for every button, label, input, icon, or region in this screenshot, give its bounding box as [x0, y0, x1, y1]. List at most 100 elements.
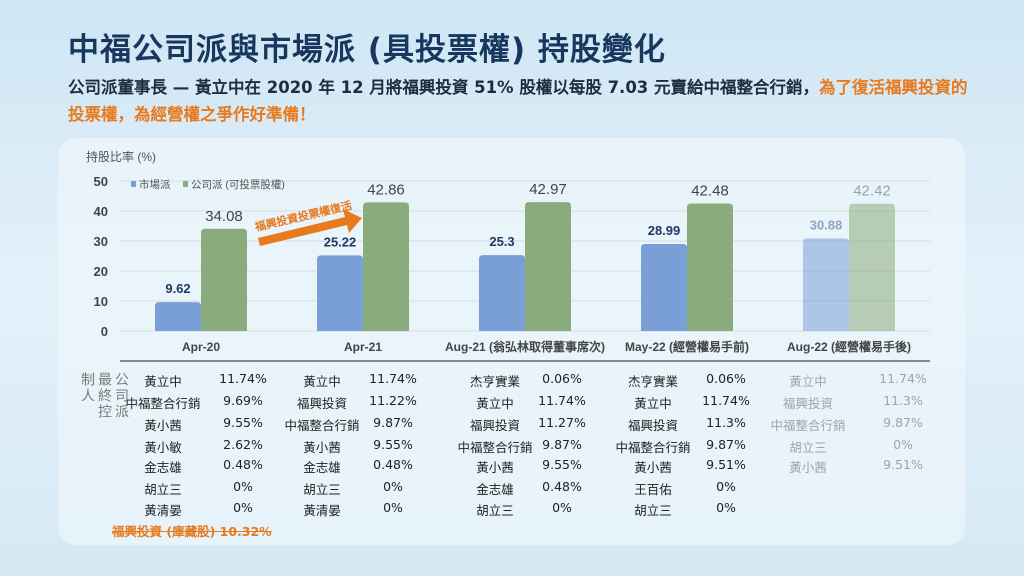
annotation-arrow	[258, 209, 362, 246]
data-label-market: 30.88	[810, 217, 843, 232]
bar-company	[849, 203, 895, 331]
shareholder-name: 福興投資	[469, 418, 521, 433]
x-tick-label: Apr-21	[344, 340, 382, 354]
shareholder-name: 黃小茜	[789, 460, 827, 475]
struck-note: 福興投資 (庫藏股) 10.32%	[112, 524, 272, 539]
shareholder-name: 黃清晏	[144, 503, 182, 518]
shareholder-percent: 11.27%	[538, 415, 586, 430]
bar-company	[525, 202, 571, 331]
y-tick-label: 10	[94, 294, 108, 309]
shareholder-name: 黃立中	[144, 374, 182, 389]
shareholder-name: 胡立三	[789, 440, 827, 455]
data-label-market: 28.99	[648, 223, 681, 238]
x-tick-label: May-22 (經營權易手前)	[625, 339, 749, 354]
shareholder-percent: 0.48%	[223, 457, 263, 472]
y-tick-label: 20	[94, 264, 108, 279]
shareholder-percent: 11.3%	[883, 393, 923, 408]
shareholder-percent: 0%	[716, 500, 736, 515]
shareholder-name: 中福整合行銷	[615, 440, 691, 455]
shareholder-percent: 11.74%	[879, 371, 927, 386]
shareholder-percent: 9.55%	[373, 437, 413, 452]
shareholder-percent: 0%	[383, 479, 403, 494]
shareholder-name: 金志雄	[144, 460, 182, 475]
shareholder-name: 福興投資	[782, 396, 834, 411]
shareholder-name: 中福整合行銷	[770, 418, 846, 433]
data-label-company: 42.97	[529, 181, 567, 198]
legend-swatch-company	[183, 181, 188, 187]
shareholder-name: 黃清晏	[303, 503, 341, 518]
shareholder-percent: 9.87%	[542, 437, 582, 452]
shareholder-name: 黃立中	[303, 374, 341, 389]
shareholder-name: 胡立三	[634, 503, 672, 518]
bar-company	[363, 202, 409, 331]
shareholder-name: 福興投資	[627, 418, 679, 433]
shareholder-percent: 0.48%	[542, 479, 582, 494]
shareholder-percent: 11.74%	[702, 393, 750, 408]
data-label-company: 42.86	[367, 181, 405, 198]
shareholder-percent: 9.55%	[542, 457, 582, 472]
shareholder-name: 杰亨實業	[627, 374, 679, 389]
data-label-company: 34.08	[205, 208, 243, 225]
shareholder-percent: 0%	[233, 479, 253, 494]
shareholder-name: 金志雄	[303, 460, 341, 475]
shareholder-name: 黃小茜	[144, 418, 182, 433]
shareholder-percent: 9.87%	[883, 415, 923, 430]
shareholder-percent: 11.3%	[706, 415, 746, 430]
shareholder-percent: 11.22%	[369, 393, 417, 408]
shareholder-name: 黃小茜	[303, 440, 341, 455]
shareholder-percent: 0%	[893, 437, 913, 452]
shareholder-name: 杰亨實業	[469, 374, 521, 389]
shareholder-percent: 0%	[233, 500, 253, 515]
legend-label-market: 市場派	[139, 178, 171, 191]
shareholder-name: 黃小茜	[476, 460, 514, 475]
shareholder-percent: 9.69%	[223, 393, 263, 408]
shareholder-percent: 0.48%	[373, 457, 413, 472]
y-tick-label: 40	[94, 204, 108, 219]
legend-label-company: 公司派 (可投票股權)	[191, 178, 285, 191]
data-label-company: 42.42	[853, 183, 891, 200]
shareholder-name: 黃小敏	[144, 440, 182, 455]
shareholder-percent: 11.74%	[369, 371, 417, 386]
shareholder-percent: 11.74%	[219, 371, 267, 386]
shareholder-name: 中福整合行銷	[457, 440, 533, 455]
data-label-company: 42.48	[691, 183, 729, 200]
y-tick-label: 0	[101, 324, 108, 339]
shareholder-percent: 0%	[716, 479, 736, 494]
shareholder-name: 福興投資	[296, 396, 348, 411]
shareholder-percent: 0.06%	[542, 371, 582, 386]
page-title: 中福公司派與市場派 (具投票權) 持股變化	[68, 32, 666, 68]
shareholder-percent: 0%	[383, 500, 403, 515]
y-tick-label: 50	[94, 174, 108, 189]
data-label-market: 25.3	[489, 234, 514, 249]
shareholder-name: 黃立中	[476, 396, 514, 411]
shareholder-percent: 9.51%	[883, 457, 923, 472]
shareholder-percent: 0.06%	[706, 371, 746, 386]
shareholder-name: 胡立三	[476, 503, 514, 518]
shareholder-name: 胡立三	[303, 482, 341, 497]
shareholder-percent: 9.87%	[373, 415, 413, 430]
x-tick-label: Apr-20	[182, 340, 220, 354]
subtitle-highlight: 為了復活福興投資的投票權，為經營權之爭作好準備！	[68, 78, 968, 124]
x-tick-label: Aug-22 (經營權易手後)	[787, 339, 911, 354]
shareholder-percent: 9.51%	[706, 457, 746, 472]
bar-market	[641, 244, 687, 331]
legend-swatch-market	[131, 181, 136, 187]
y-axis-label: 持股比率 (%)	[86, 149, 156, 164]
bar-company	[687, 203, 733, 331]
shareholder-percent: 9.87%	[706, 437, 746, 452]
shareholder-percent: 9.55%	[223, 415, 263, 430]
row-label: 公司派最終控制人	[79, 372, 129, 420]
shareholder-percent: 11.74%	[538, 393, 586, 408]
bar-market	[803, 238, 849, 331]
data-label-market: 25.22	[324, 234, 357, 249]
shareholder-name: 中福整合行銷	[125, 396, 201, 411]
shareholder-percent: 2.62%	[223, 437, 263, 452]
shareholder-name: 黃立中	[789, 374, 827, 389]
shareholder-name: 王百佑	[634, 482, 672, 497]
shareholder-name: 中福整合行銷	[284, 418, 360, 433]
shareholder-name: 胡立三	[144, 482, 182, 497]
subtitle-text: 公司派董事長 — 黃立中在 2020 年 12 月將福興投資 51% 股權以每股…	[68, 78, 820, 97]
shareholder-name: 黃立中	[634, 396, 672, 411]
chart-panel	[58, 138, 965, 545]
